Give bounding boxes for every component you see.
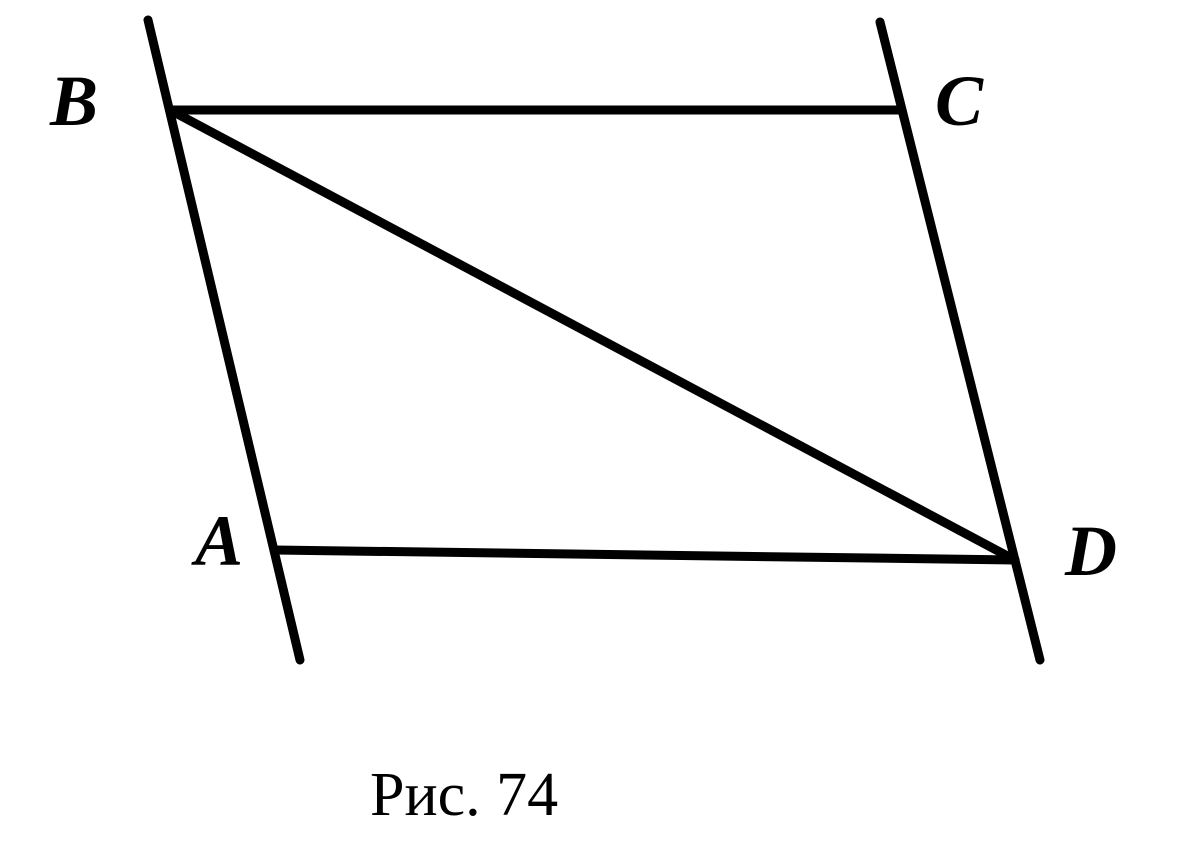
vertex-label-B: B xyxy=(50,60,98,143)
vertex-label-D: D xyxy=(1065,510,1117,593)
diagram-svg xyxy=(0,0,1200,851)
vertex-label-A: A xyxy=(195,500,243,583)
figure-caption: Рис. 74 xyxy=(370,760,558,831)
vertex-label-C: C xyxy=(935,60,983,143)
geometry-diagram: B C A D Рис. 74 xyxy=(0,0,1200,851)
